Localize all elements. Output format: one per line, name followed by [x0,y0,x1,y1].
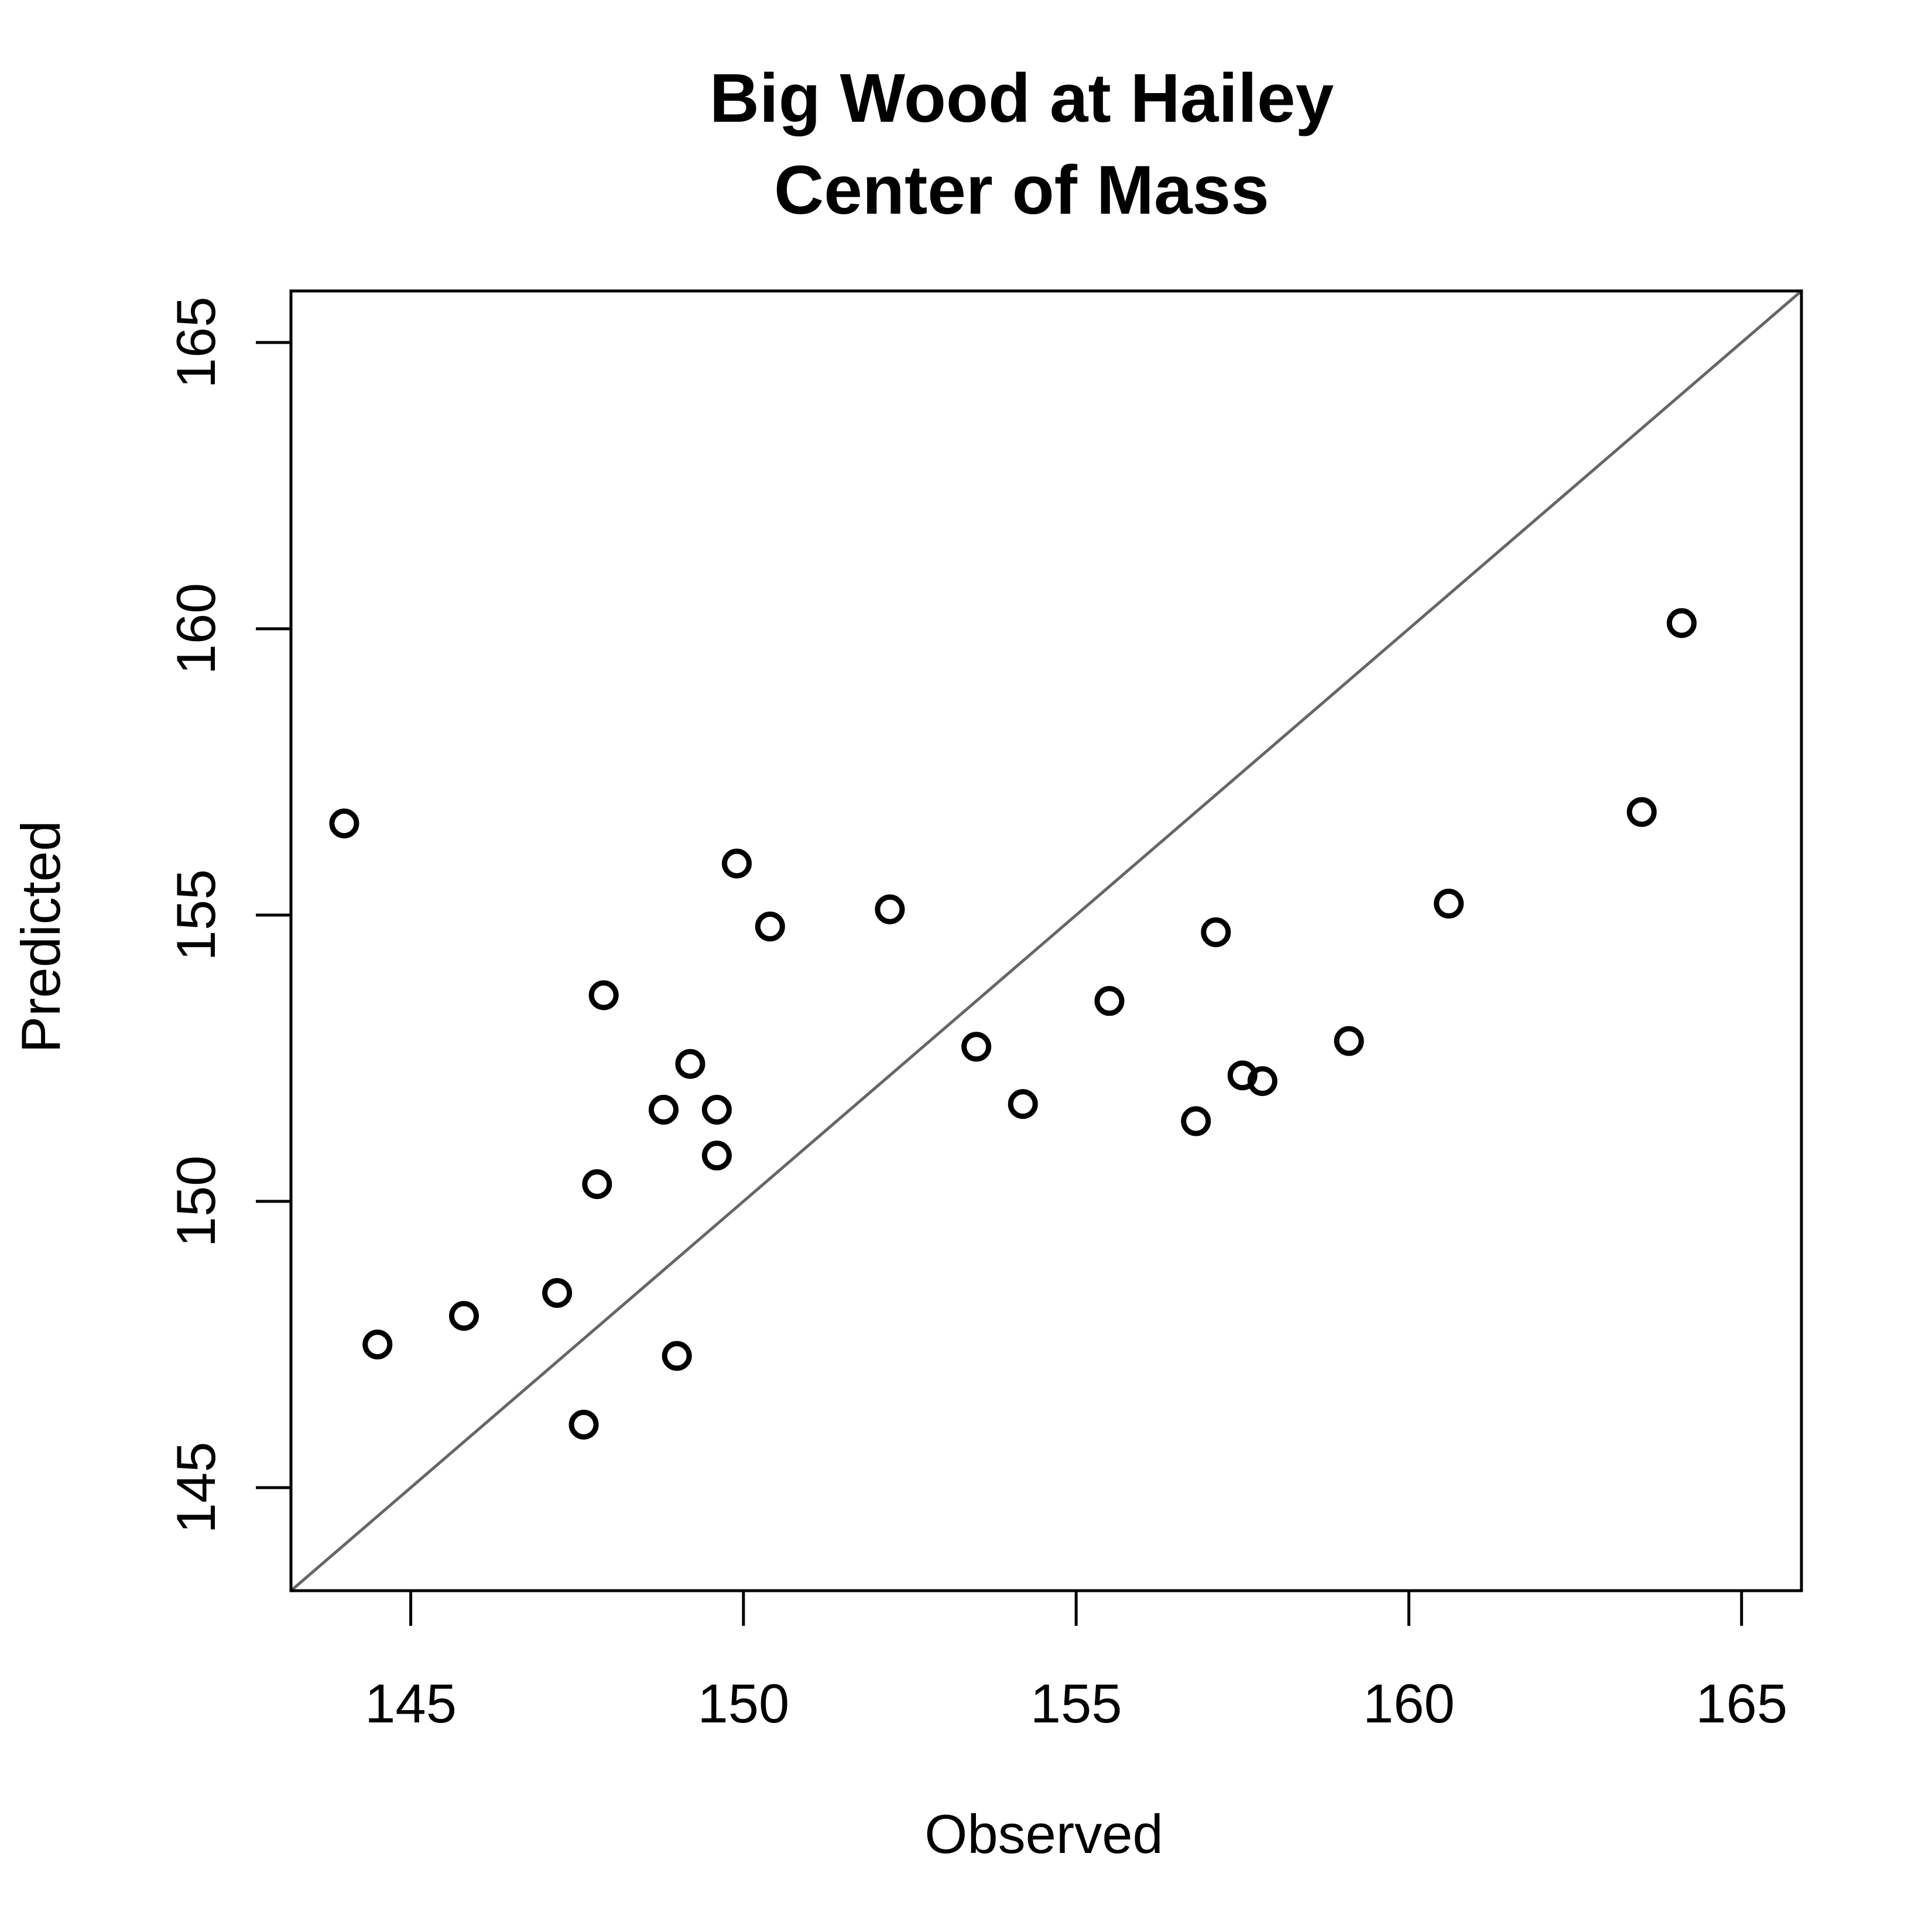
x-tick-label-155: 155 [1030,1673,1122,1734]
data-point-25 [1626,797,1657,827]
data-point-7 [588,980,619,1010]
data-point-19 [1181,1106,1211,1136]
data-point-13 [721,848,752,879]
data-point-4 [542,1277,573,1308]
x-tick-label-160: 160 [1363,1673,1455,1734]
data-point-22 [1247,1066,1277,1097]
chart-title-line-1: Big Wood at Hailey [710,60,1334,137]
data-point-23 [1334,1026,1364,1056]
data-point-11 [701,1095,732,1125]
data-point-9 [662,1341,692,1371]
data-point-14 [755,912,785,942]
x-axis-label: Observed [924,1803,1163,1865]
data-point-6 [582,1169,612,1200]
data-point-5 [568,1409,599,1440]
data-point-3 [449,1301,479,1331]
data-point-10 [675,1049,705,1079]
identity-line [290,290,1803,1592]
data-point-8 [648,1095,679,1125]
y-tick-label-145: 145 [165,1442,227,1534]
y-axis-label: Predicted [10,820,71,1053]
data-point-26 [1666,608,1697,638]
y-tick-label-165: 165 [165,297,227,389]
data-point-17 [1008,1089,1038,1119]
y-tick-label-150: 150 [165,1156,227,1248]
data-point-15 [875,894,905,924]
y-tick-label-155: 155 [165,869,227,961]
plot-frame [289,289,1803,1592]
chart-title-line-2: Center of Mass [774,152,1269,229]
x-tick-label-145: 145 [365,1673,457,1734]
data-point-1 [329,809,359,839]
data-point-2 [362,1329,393,1359]
y-tick-label-160: 160 [165,583,227,675]
data-point-21 [1227,1060,1258,1091]
x-tick-label-165: 165 [1695,1673,1787,1734]
plot-area: 145 150 155 160 165 145 150 155 160 165 [165,289,1803,1734]
x-tick-label-150: 150 [697,1673,789,1734]
data-point-16 [961,1032,992,1062]
data-point-24 [1434,888,1464,919]
data-point-12 [701,1140,732,1171]
data-point-18 [1094,986,1125,1016]
data-point-20 [1201,917,1231,947]
